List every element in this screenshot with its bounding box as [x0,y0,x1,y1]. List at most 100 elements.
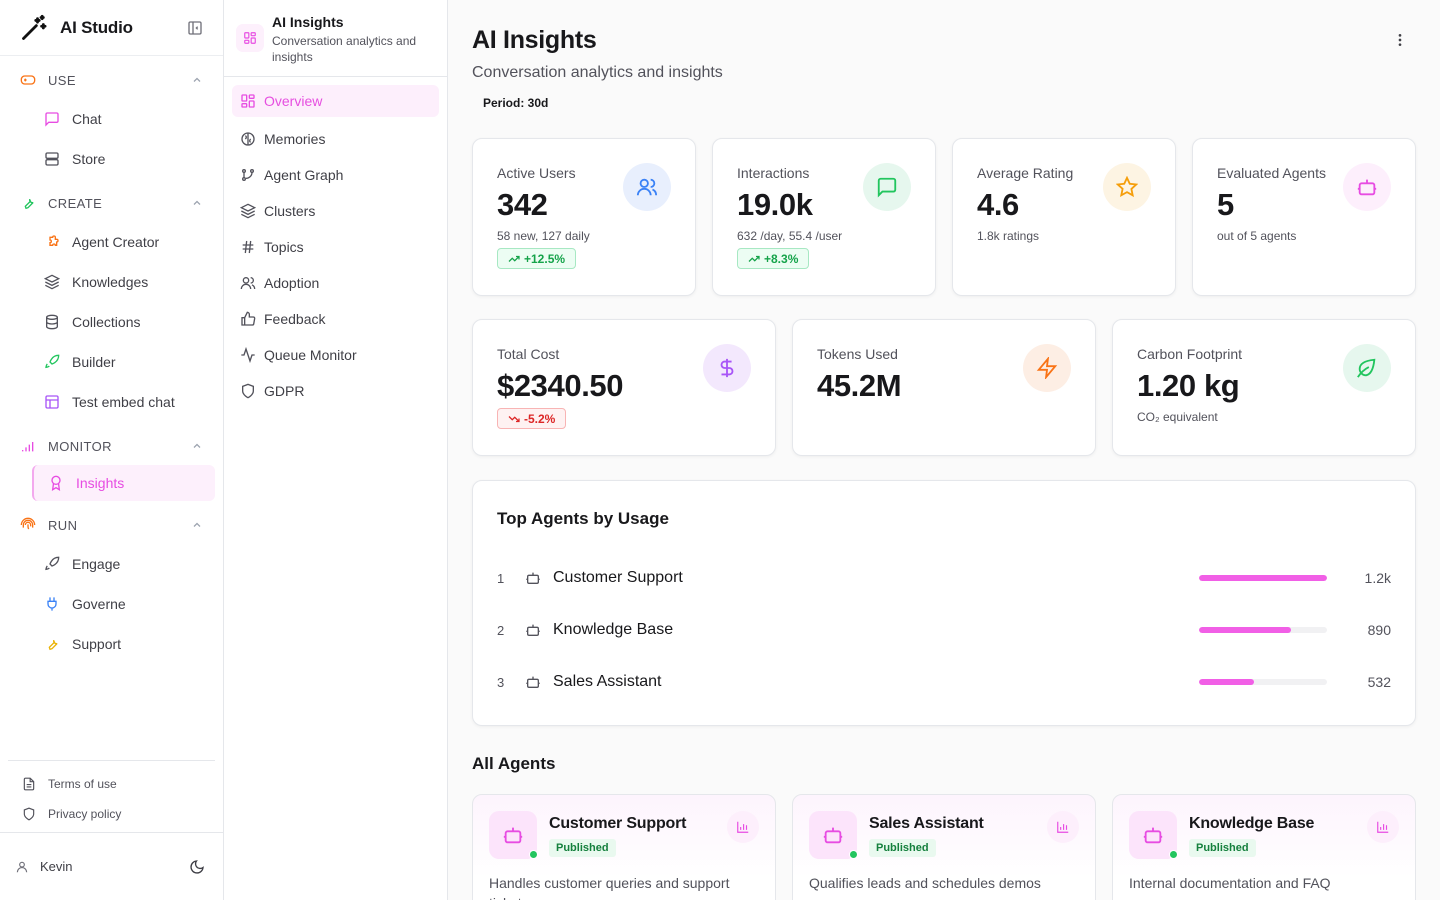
sidebar-item-label: Collections [72,314,141,330]
tab-adoption[interactable]: Adoption [224,265,447,301]
stat-label: Average Rating [977,165,1074,181]
tab-agent-graph[interactable]: Agent Graph [224,157,447,193]
agent-card-sales-assistant[interactable]: Sales Assistant Published Qualifies lead… [792,794,1096,900]
agent-name: Customer Support [553,569,683,586]
online-status-dot [529,850,538,859]
stat-value: 4.6 [977,187,1019,222]
sidebar-item-label: Test embed chat [72,394,175,410]
usage-bar [1199,575,1327,581]
sidebar-item-collections[interactable]: Collections [0,302,223,342]
chevron-up-icon [191,519,203,531]
tab-label: Topics [264,239,304,255]
agent-description: Handles customer queries and support tic… [489,875,730,900]
tab-clusters[interactable]: Clusters [224,193,447,229]
layout-grid-icon [236,24,264,52]
database-icon [44,314,60,330]
agent-usage-value: 890 [1367,622,1391,638]
group-create[interactable]: CREATE [0,184,223,222]
sidebar-item-label: Insights [76,475,125,491]
all-agents-title: All Agents [472,754,556,773]
tab-queue-monitor[interactable]: Queue Monitor [224,337,447,373]
group-label: CREATE [48,195,103,211]
sidebar-item-label: Support [72,636,122,652]
tab-label: Agent Graph [264,167,344,183]
sidebar: AI Studio USE Chat Store CREATE Agent Cr… [0,0,224,900]
change-badge: +12.5% [497,248,577,269]
tab-gdpr[interactable]: GDPR [224,373,447,409]
tab-topics[interactable]: Topics [224,229,447,265]
layout-icon [44,394,60,410]
sidebar-item-label: Store [72,151,106,167]
period-label: Period: 30d [483,96,549,110]
sidebar-item-governe[interactable]: Governe [0,584,223,624]
bar-chart-icon[interactable] [1367,811,1399,843]
bar-chart-icon[interactable] [1047,811,1079,843]
shield-icon [22,807,36,821]
agent-card-customer-support[interactable]: Customer Support Published Handles custo… [472,794,776,900]
tab-memories[interactable]: Memories [224,121,447,157]
terms-link[interactable]: Terms of use [8,769,215,799]
stat-sub: 58 new, 127 daily [497,229,590,243]
sidebar-item-agent-creator[interactable]: Agent Creator [0,222,223,262]
group-use[interactable]: USE [0,61,223,99]
top-agents-title: Top Agents by Usage [497,509,669,528]
agent-name: Knowledge Base [1189,815,1315,832]
sidebar-item-test-embed-chat[interactable]: Test embed chat [0,382,223,422]
git-branch-icon [240,167,256,183]
server-icon [44,151,60,167]
table-row[interactable]: 1 Customer Support 1.2k [497,563,1391,593]
sidebar-item-builder[interactable]: Builder [0,342,223,382]
shield-icon [240,383,256,399]
group-run[interactable]: RUN [0,506,223,544]
bot-icon [525,674,541,690]
trending-up-icon [508,253,520,265]
table-row[interactable]: 2 Knowledge Base 890 [497,615,1391,645]
group-monitor[interactable]: MONITOR [0,427,223,465]
agent-description: Qualifies leads and schedules demos [809,875,1041,891]
agent-rank: 2 [497,622,505,638]
sidebar-item-knowledges[interactable]: Knowledges [0,262,223,302]
page-title: AI Insights [472,26,597,54]
puzzle-icon [44,234,60,250]
sidebar-item-store[interactable]: Store [0,139,223,179]
user-icon[interactable] [14,859,30,875]
agent-card-knowledge-base[interactable]: Knowledge Base Published Internal docume… [1112,794,1416,900]
change-badge: +8.3% [737,248,810,269]
tab-overview[interactable]: Overview [232,85,439,117]
moon-icon[interactable] [189,859,205,875]
app-title: AI Studio [60,17,133,37]
file-text-icon [22,777,36,791]
sidebar-item-insights[interactable]: Insights [32,465,215,501]
rocket-icon [44,556,60,572]
sidebar-item-label: Chat [72,111,102,127]
tab-label: Feedback [264,311,326,327]
stat-label: Tokens Used [817,346,898,362]
trending-up-icon [748,253,760,265]
privacy-label: Privacy policy [48,807,122,821]
stat-sub: 632 /day, 55.4 /user [737,229,843,243]
usage-bar-fill [1199,679,1255,685]
more-vertical-icon[interactable] [1392,32,1408,48]
bar-chart-icon[interactable] [727,811,759,843]
usage-bar [1199,679,1327,685]
bot-icon [525,622,541,638]
tab-label: Memories [264,131,326,147]
sidebar-item-chat[interactable]: Chat [0,99,223,139]
stat-value: 342 [497,187,548,222]
leaf-icon [1343,344,1391,392]
top-agents-card: Top Agents by Usage 1 Customer Support 1… [472,480,1416,726]
chevron-up-icon [191,74,203,86]
sidebar-collapse-icon[interactable] [187,20,203,36]
privacy-link[interactable]: Privacy policy [8,799,215,829]
sidebar-item-engage[interactable]: Engage [0,544,223,584]
stat-sub: out of 5 agents [1217,229,1297,243]
group-label: USE [48,72,76,88]
layers-icon [44,274,60,290]
tab-feedback[interactable]: Feedback [224,301,447,337]
magic-wand-icon [20,14,48,42]
subpanel-subtitle: Conversation analytics and insights [272,34,417,64]
message-square-icon [44,111,60,127]
table-row[interactable]: 3 Sales Assistant 532 [497,667,1391,697]
sidebar-item-support[interactable]: Support [0,624,223,664]
agent-rank: 3 [497,674,505,690]
